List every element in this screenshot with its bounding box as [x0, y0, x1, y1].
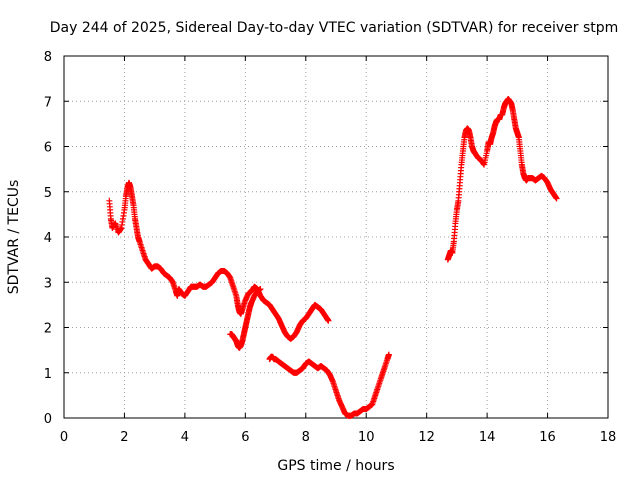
- data-point: [553, 195, 560, 202]
- data-point: [385, 351, 392, 358]
- x-tick-label: 10: [358, 430, 375, 445]
- grid-lines: [64, 56, 608, 418]
- plot-frame: [63, 55, 609, 419]
- x-axis-label: GPS time / hours: [277, 458, 394, 474]
- x-tick-label: 0: [60, 430, 68, 445]
- y-tick-label: 5: [44, 186, 52, 201]
- x-tick-label: 16: [539, 430, 556, 445]
- x-tick-label: 8: [302, 430, 310, 445]
- y-tick-label: 2: [44, 322, 52, 337]
- x-tick-label: 4: [181, 430, 189, 445]
- y-tick-label: 7: [44, 95, 52, 110]
- data-point: [257, 286, 264, 293]
- y-tick-label: 0: [44, 412, 52, 427]
- x-tick-label: 14: [479, 430, 496, 445]
- data-point: [325, 317, 332, 324]
- y-tick-label: 3: [44, 276, 52, 291]
- x-tick-label: 18: [600, 430, 617, 445]
- y-axis-label: SDTVAR / TECUs: [6, 180, 22, 295]
- y-tick-label: 8: [44, 50, 52, 65]
- x-tick-label: 12: [418, 430, 435, 445]
- y-tick-label: 6: [44, 141, 52, 156]
- y-tick-label: 1: [44, 367, 52, 382]
- x-tick-label: 6: [241, 430, 249, 445]
- chart-title: Day 244 of 2025, Sidereal Day-to-day VTE…: [50, 20, 619, 36]
- x-tick-label: 2: [120, 430, 128, 445]
- y-tick-label: 4: [44, 231, 52, 246]
- data-marks: [106, 95, 560, 419]
